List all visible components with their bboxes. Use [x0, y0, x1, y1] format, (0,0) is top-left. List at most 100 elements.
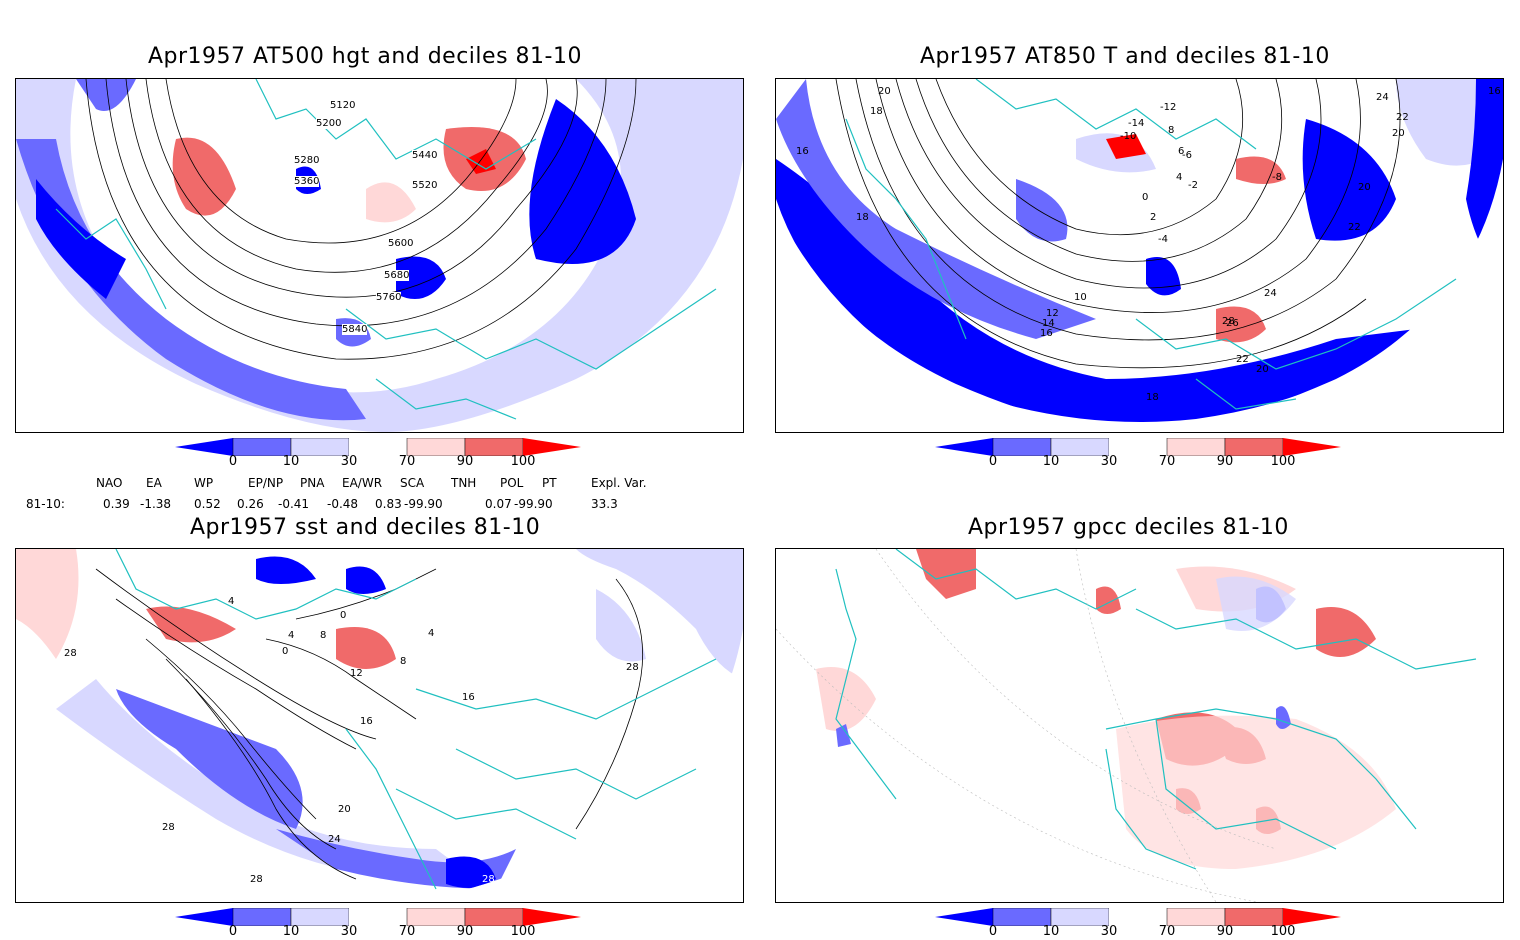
colorbar-ramp	[175, 907, 581, 927]
contour-label: 4	[1176, 172, 1183, 183]
contour-label: 20	[1256, 364, 1269, 375]
map-panel-hgt	[15, 78, 744, 433]
contour-label: 24	[1264, 288, 1277, 299]
colorbar-label: 0	[228, 924, 238, 939]
colorbar-label: 10	[282, 924, 300, 939]
colorbar-label: 70	[1158, 454, 1176, 469]
contour-label: 28	[626, 662, 639, 673]
colorbar-label: 100	[1270, 454, 1296, 469]
colorbar-label: 30	[1100, 924, 1118, 939]
contour-label: 22	[1348, 222, 1361, 233]
contour-label: 20	[1392, 128, 1405, 139]
colorbar-ramp	[935, 907, 1341, 927]
contour-label: -6	[1182, 150, 1192, 161]
contour-label: 10	[1074, 292, 1087, 303]
map-gpcc	[776, 549, 1503, 902]
contour-label: 22	[1236, 354, 1249, 365]
colorbar-label: 10	[1042, 454, 1060, 469]
contour-label: 28	[482, 874, 495, 885]
index-header: WP	[194, 476, 214, 490]
contour-label: 16	[462, 692, 475, 703]
contour-label: 22	[1396, 112, 1409, 123]
colorbar-label: 100	[510, 924, 536, 939]
colorbar-gpcc: 0 10 30 70 90 100	[935, 907, 1345, 940]
colorbar-hgt: 0 10 30 70 90 100	[175, 437, 585, 470]
colorbar-sst: 0 10 30 70 90 100	[175, 907, 585, 940]
contour-label: 2	[1150, 212, 1157, 223]
contour-label: 5520	[412, 180, 438, 191]
contour-label: 8	[400, 656, 407, 667]
index-row-label: 81-10:	[26, 497, 65, 511]
contour-label: 0	[282, 646, 289, 657]
index-value: 0.39	[103, 497, 130, 511]
contour-label: 8	[1168, 125, 1175, 136]
contour-label: 20	[878, 86, 891, 97]
contour-label: 5120	[330, 100, 356, 111]
index-value: 0.07	[485, 497, 512, 511]
contour-label: 5840	[342, 324, 368, 335]
index-value: 0.26	[237, 497, 264, 511]
index-header: NAO	[96, 476, 123, 490]
colorbar-label: 70	[398, 454, 416, 469]
contour-label: 8	[320, 630, 327, 641]
contour-label: 24	[328, 834, 341, 845]
contour-label: 28	[1222, 316, 1235, 327]
index-value: -0.48	[327, 497, 359, 511]
contour-label: 20	[1358, 182, 1371, 193]
contour-label: 4	[288, 630, 295, 641]
contour-label: 28	[250, 874, 263, 885]
index-header: EP/NP	[248, 476, 284, 490]
contour-label: 5280	[294, 155, 320, 166]
contour-label: 28	[162, 822, 175, 833]
contour-label: 18	[856, 212, 869, 223]
panel-title-t850: Apr1957 AT850 T and deciles 81-10	[920, 44, 1330, 69]
contour-label: 5440	[412, 150, 438, 161]
contour-label: 12	[1046, 308, 1059, 319]
colorbar-ramp	[935, 437, 1341, 457]
colorbar-label: 10	[282, 454, 300, 469]
index-value: -0.41	[278, 497, 310, 511]
colorbar-label: 100	[1270, 924, 1296, 939]
contour-label: -2	[1188, 180, 1198, 191]
contour-label: 5680	[384, 270, 410, 281]
contour-label: -14	[1128, 118, 1145, 129]
contour-label: 16	[1040, 328, 1053, 339]
contour-label: -10	[1120, 131, 1137, 142]
colorbar-label: 0	[988, 454, 998, 469]
contour-label: 12	[350, 668, 363, 679]
contour-label: 18	[870, 106, 883, 117]
colorbar-label: 30	[1100, 454, 1118, 469]
contour-label: 16	[360, 716, 373, 727]
index-value: 0.52	[194, 497, 221, 511]
contour-label: 5360	[294, 176, 320, 187]
map-t850	[776, 79, 1503, 432]
contour-label: 4	[428, 628, 435, 639]
panel-title-hgt: Apr1957 AT500 hgt and deciles 81-10	[148, 44, 582, 69]
index-value: 33.3	[591, 497, 618, 511]
colorbar-label: 0	[228, 454, 238, 469]
colorbar-label: 70	[1158, 924, 1176, 939]
contour-label: 26	[1226, 318, 1239, 329]
contour-label: 16	[1488, 86, 1501, 97]
contour-label: 14	[1042, 318, 1055, 329]
index-value: -99.90	[404, 497, 443, 511]
map-panel-sst	[15, 548, 744, 903]
colorbar-label: 70	[398, 924, 416, 939]
colorbar-label: 0	[988, 924, 998, 939]
contour-label: 0	[340, 610, 347, 621]
colorbar-label: 90	[456, 454, 474, 469]
index-value: -99.90	[514, 497, 553, 511]
map-hgt	[16, 79, 743, 432]
index-header: POL	[500, 476, 524, 490]
map-sst	[16, 549, 743, 902]
contour-label: -8	[1272, 172, 1282, 183]
panel-title-sst: Apr1957 sst and deciles 81-10	[190, 515, 541, 540]
contour-label: -4	[1158, 234, 1168, 245]
index-header: EA/WR	[342, 476, 383, 490]
colorbar-label: 100	[510, 454, 536, 469]
index-header: EA	[146, 476, 162, 490]
contour-label: 24	[1376, 92, 1389, 103]
contour-label: 5200	[316, 118, 342, 129]
contour-label: 18	[1146, 392, 1159, 403]
index-header: Expl. Var.	[591, 476, 647, 490]
